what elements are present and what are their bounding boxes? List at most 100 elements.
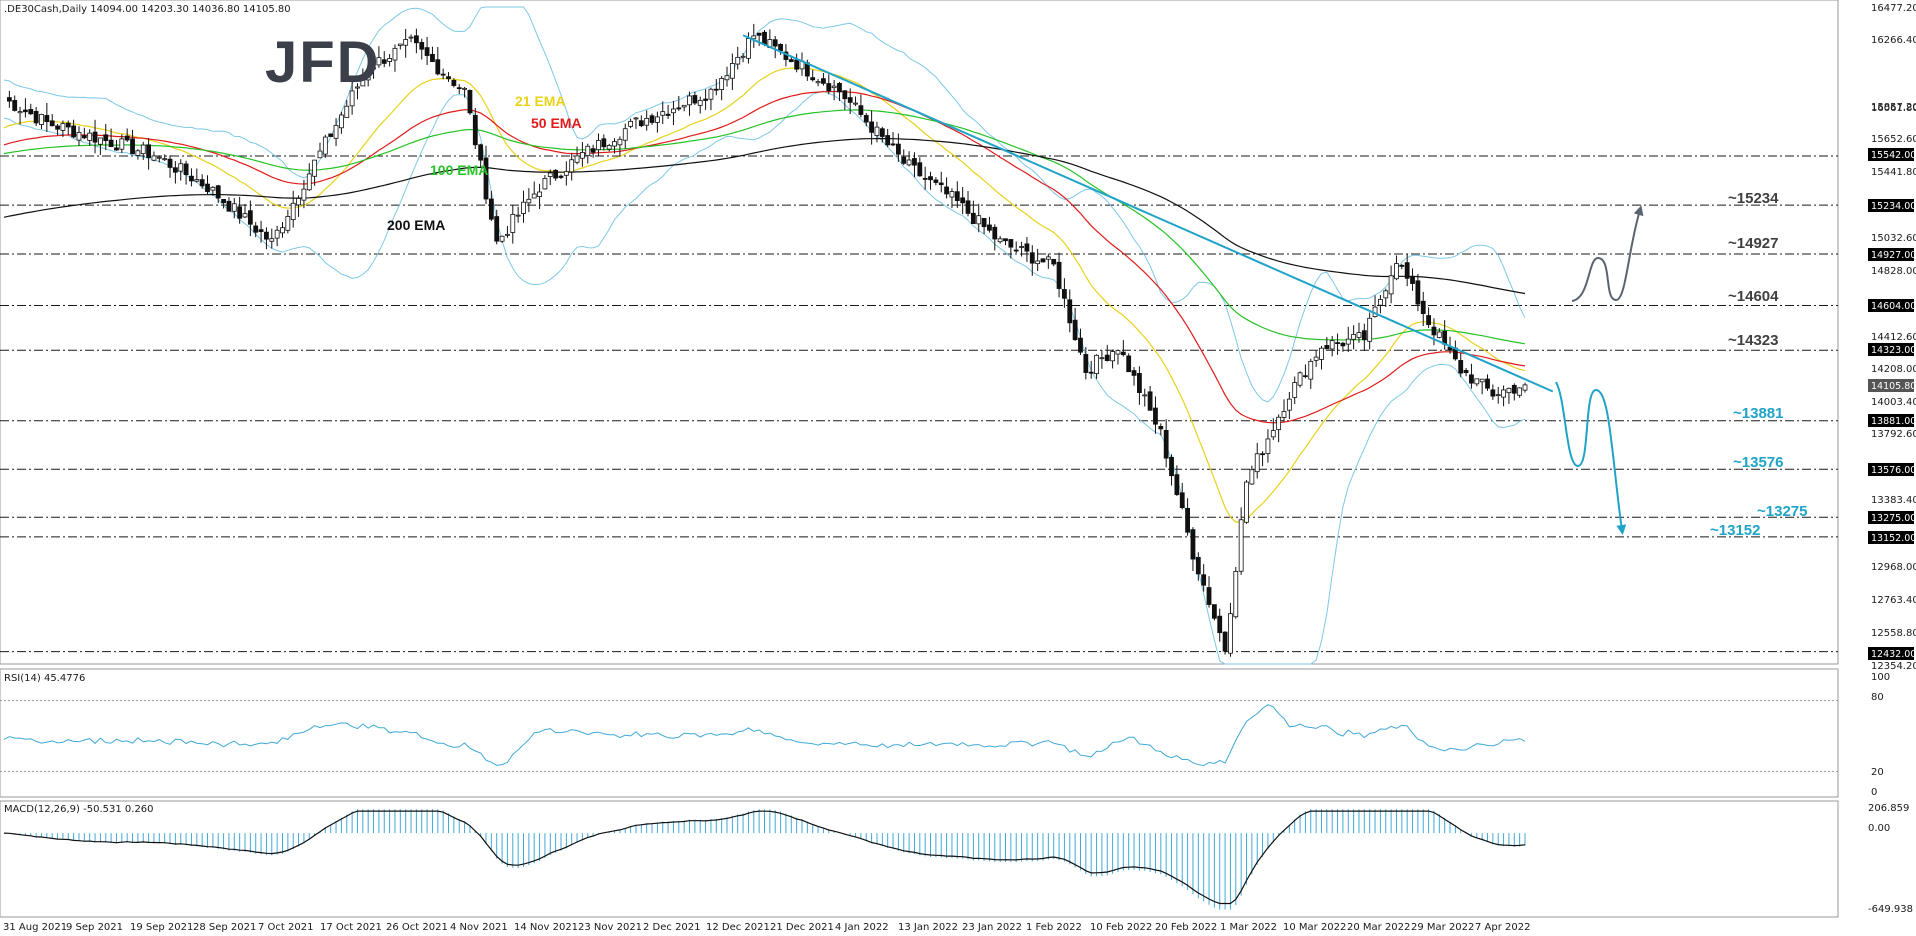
candle-bear [440,73,446,76]
candle-bear [992,226,998,240]
candle-bull [681,104,687,108]
candle-bull [1276,416,1282,431]
rsi-tick: 80 [1871,692,1884,703]
price-tag: 13881.00 [1871,416,1916,427]
candle-bear [1206,587,1212,605]
price-tags: 15542.00 15234.00 14927.00 14604.00 1432… [1868,148,1916,660]
candle-bull [687,95,692,106]
rsi-panel[interactable] [0,668,1839,798]
candle-bear [676,107,682,110]
candle-bull [290,202,296,221]
price-tick: 13383.40 [1871,495,1916,506]
candle-bear [1195,556,1201,575]
candle-bull [135,150,141,156]
price-tag: 14323.00 [1871,345,1916,356]
candle-bear [328,133,334,137]
candle-bull [317,150,323,159]
candle-bull [1254,453,1260,473]
candle-bull [306,173,312,191]
candle-bull [1474,378,1480,385]
candle-bear [221,199,226,204]
candle-bear [71,125,77,138]
candle-bear [901,156,907,164]
trend-overlays [742,34,1644,535]
candle-bull [355,86,360,89]
candle-bull [285,216,291,231]
candle-bear [842,90,848,100]
macd-series [3,809,1526,910]
rsi-tick: 100 [1871,672,1890,683]
candle-bull [1383,290,1389,299]
ema-21-line [3,66,1526,523]
candle-bear [981,218,987,228]
candle-bull [853,102,858,105]
price-tag: 15234.00 [1871,201,1916,212]
candle-bear [264,231,269,240]
candle-bull [1238,519,1244,572]
candle-bear [55,125,60,130]
candle-bear [215,185,221,199]
candle-bear [762,31,767,45]
candle-bull [322,136,328,155]
candle-bull [1308,360,1314,380]
candle-bear [1217,615,1223,634]
candle-bull [1522,384,1528,391]
price-tag: 15542.00 [1871,150,1916,161]
macd-panel[interactable] [0,800,1839,918]
price-tag-box [1868,414,1914,427]
price-panel[interactable] [0,0,1839,665]
candle-bull [462,87,467,90]
candle-bear [424,47,430,56]
candle-bear [772,39,778,47]
price-tag: 13576.00 [1871,465,1916,476]
candle-bull [98,137,103,145]
candle-bear [446,76,451,80]
candle-bear [1062,289,1067,299]
macd-tick: 0.00 [1868,823,1890,834]
candle-bull [1110,351,1116,362]
rsi-tick: 0 [1871,787,1877,798]
candle-bear [938,182,944,186]
candle-bull [906,159,912,166]
candle-bull [312,159,318,177]
candle-bear [928,176,933,181]
candle-bear [381,59,387,64]
candle-bull [815,81,821,84]
candle-bear [28,109,34,115]
candle-bull [1244,481,1249,523]
candle-bull [360,77,366,87]
level-label-13275: ~13275 [1757,503,1807,520]
date-tick: 23 Nov 2021 [578,922,642,933]
candle-bear [1469,374,1474,384]
price-tick: 14412.60 [1871,332,1916,343]
candle-bull [874,126,880,136]
candle-bull [333,124,339,139]
candle-bear [12,99,18,111]
candle-bear [869,121,875,133]
ema-21-label: 21 EMA [515,93,566,109]
candle-bear [467,90,473,114]
candle-bear [130,138,135,155]
candle-bear [488,198,494,220]
price-tick: 14828.00 [1871,266,1916,277]
price-tag: 14604.00 [1871,301,1916,312]
candle-bear [794,59,800,70]
candle-bear [247,210,253,225]
date-tick: 23 Jan 2022 [962,922,1022,933]
rsi-tick: 20 [1871,767,1884,778]
candle-bear [1040,258,1046,263]
date-tick: 29 Mar 2022 [1411,922,1474,933]
candle-bear [483,157,489,200]
price-tag-box-current [1868,379,1914,392]
candle-bull [371,67,376,70]
candle-bear [183,163,189,176]
candle-bear [1136,373,1142,393]
date-tick: 7 Apr 2022 [1475,922,1530,933]
date-tick: 14 Nov 2021 [514,922,578,933]
candle-bull [697,99,703,106]
price-tick: 14003.40 [1871,397,1916,408]
candle-bear [944,186,949,195]
candle-bear [692,95,698,104]
candle-bull [392,47,398,61]
